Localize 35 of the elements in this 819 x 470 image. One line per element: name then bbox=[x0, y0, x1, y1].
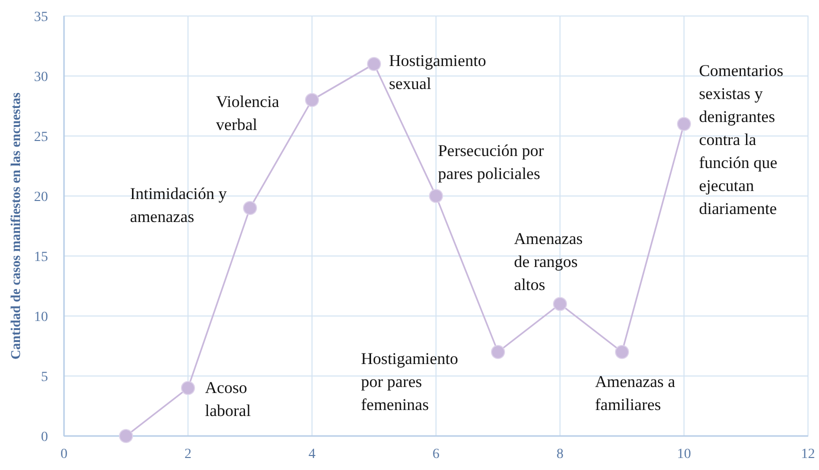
y-tick-label: 5 bbox=[41, 370, 48, 385]
point bbox=[243, 201, 257, 215]
point bbox=[553, 297, 567, 311]
point bbox=[305, 93, 319, 107]
point bbox=[491, 345, 505, 359]
annotation: Hostigamiento por pares femeninas bbox=[361, 349, 458, 414]
y-tick-label: 10 bbox=[34, 310, 48, 325]
annotation: Violencia verbal bbox=[216, 92, 280, 134]
y-tick-label: 35 bbox=[34, 10, 48, 25]
y-tick-label: 20 bbox=[34, 190, 48, 205]
point bbox=[677, 117, 691, 131]
x-tick-label: 8 bbox=[556, 447, 564, 462]
annotation: Amenazas de rangos altos bbox=[514, 229, 583, 294]
y-tick-label: 30 bbox=[34, 70, 48, 85]
annotation: Intimidación y amenazas bbox=[130, 184, 228, 226]
point bbox=[181, 381, 195, 395]
x-tick-label: 6 bbox=[432, 447, 440, 462]
annotation: Persecución por pares policiales bbox=[438, 141, 544, 183]
point bbox=[367, 57, 381, 71]
y-tick-label: 15 bbox=[34, 250, 48, 265]
x-tick-label: 4 bbox=[308, 447, 316, 462]
annotation: Amenazas a familiares bbox=[595, 372, 676, 414]
y-tick-label: 0 bbox=[41, 430, 48, 445]
point bbox=[429, 189, 443, 203]
annotation: Comentarios sexistas y denigrantes contra la función que ejecutan diariamente bbox=[699, 61, 784, 218]
point bbox=[119, 429, 133, 443]
annotation: Hostigamiento sexual bbox=[389, 51, 486, 93]
x-tick-label: 12 bbox=[801, 447, 815, 462]
x-tick-label: 0 bbox=[60, 447, 68, 462]
point bbox=[615, 345, 629, 359]
y-tick-label: 25 bbox=[34, 130, 48, 145]
y-axis-title: Cantidad de casos manifiestos en las encuestas bbox=[8, 92, 23, 360]
x-tick-label: 10 bbox=[677, 447, 691, 462]
x-tick-label: 2 bbox=[184, 447, 192, 462]
annotation: Acoso laboral bbox=[205, 378, 252, 420]
